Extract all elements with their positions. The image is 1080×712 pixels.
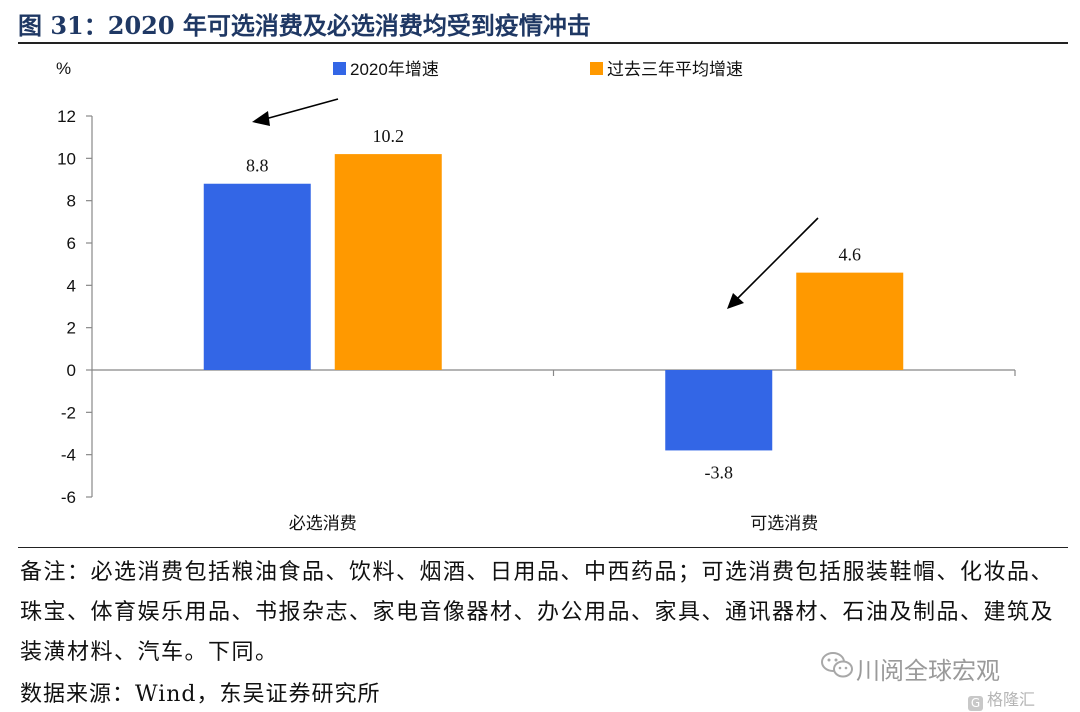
chart-bottom-rule: [18, 547, 1068, 548]
y-tick-label: 6: [67, 234, 76, 253]
watermark-text: 川阅全球宏观: [856, 657, 1000, 685]
data-label: 4.6: [839, 245, 862, 265]
annotation-arrow-2: [733, 217, 819, 303]
chart-bars: [203, 154, 904, 451]
chart-legend: 2020年增速 过去三年平均增速: [333, 60, 743, 79]
x-category-label: 必选消费: [289, 514, 357, 533]
y-tick-label: 4: [67, 276, 76, 295]
bar-chart: 2020年增速 过去三年平均增速 12 10 8 6 4 2 0 -2 -4 -6% 必选消费 可选消费…: [56, 59, 1016, 533]
wechat-icon: [821, 652, 853, 678]
bar: [665, 370, 773, 451]
y-tick-label: 10: [57, 149, 76, 168]
y-axis-unit-label: %: [56, 59, 71, 78]
legend-label: 过去三年平均增速: [607, 60, 743, 79]
legend-label: 2020年增速: [350, 60, 439, 79]
data-label: -3.8: [705, 462, 734, 482]
watermark-logo-text: 格隆汇: [987, 690, 1036, 709]
x-category-label: 可选消费: [750, 514, 818, 533]
bar: [203, 183, 311, 370]
data-label: 10.2: [373, 126, 405, 146]
figure-title: 图 31：2020 年可选消费及必选消费均受到疫情冲击: [18, 11, 591, 40]
annotation-arrow-1: [257, 98, 339, 122]
chart-annotations: [252, 98, 819, 309]
annotation-arrowhead-2: [727, 293, 744, 309]
bar: [796, 272, 904, 370]
y-tick-label: 0: [67, 361, 76, 380]
y-tick-label: 12: [57, 107, 76, 126]
bar: [334, 154, 442, 370]
legend-swatch: [590, 62, 603, 75]
data-label: 8.8: [246, 156, 269, 176]
gelonghui-logo-icon: G: [968, 696, 983, 711]
title-rule: [18, 42, 1068, 44]
y-tick-label: -2: [61, 403, 76, 422]
legend-swatch: [333, 62, 346, 75]
watermark-logo: G 格隆汇: [968, 686, 1035, 711]
data-source: 数据来源：Wind，东吴证券研究所: [20, 682, 381, 707]
y-tick-label: 8: [67, 192, 76, 211]
chart-data-labels: 8.8 10.2 -3.8 4.6: [246, 126, 861, 482]
y-tick-label: -4: [61, 446, 76, 465]
annotation-arrowhead-1: [252, 111, 270, 126]
y-tick-label: -6: [61, 488, 76, 507]
y-tick-label: 2: [67, 319, 76, 338]
footnote: 备注：必选消费包括粮油食品、饮料、烟酒、日用品、中西药品；可选消费包括服装鞋帽、…: [20, 560, 1055, 665]
